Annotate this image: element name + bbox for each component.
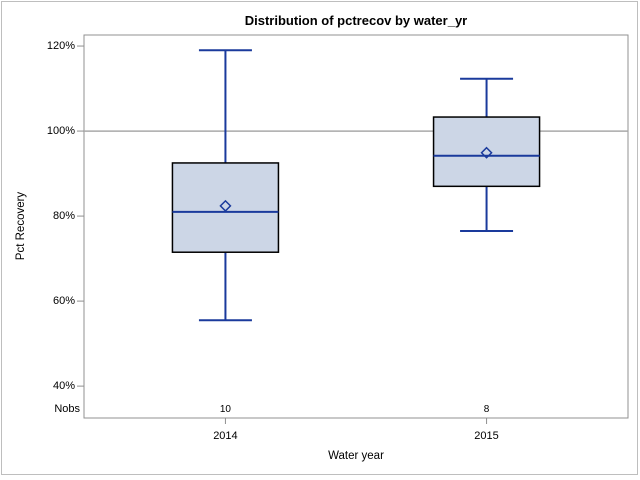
chart-title: Distribution of pctrecov by water_yr — [244, 13, 468, 28]
iqr-box-2014 — [171, 162, 280, 253]
mean-diamond-2014 — [219, 199, 232, 212]
plot-frame — [83, 34, 629, 419]
mean-diamond-2015 — [480, 146, 493, 159]
x-tick-label: 2014 — [213, 430, 238, 442]
x-axis-title: Water year — [328, 450, 384, 462]
x-tick-label: 2015 — [474, 430, 499, 442]
y-tick-label: 80% — [52, 209, 75, 222]
y-tick-label: 100% — [46, 124, 75, 137]
iqr-box-2015 — [432, 116, 541, 188]
nobs-value: 8 — [483, 404, 490, 415]
nobs-value: 10 — [219, 404, 231, 415]
y-tick-label: 120% — [46, 39, 75, 52]
nobs-row-label: Nobs — [54, 403, 80, 415]
y-tick-label: 60% — [52, 294, 75, 307]
y-tick-label: 40% — [52, 379, 75, 392]
